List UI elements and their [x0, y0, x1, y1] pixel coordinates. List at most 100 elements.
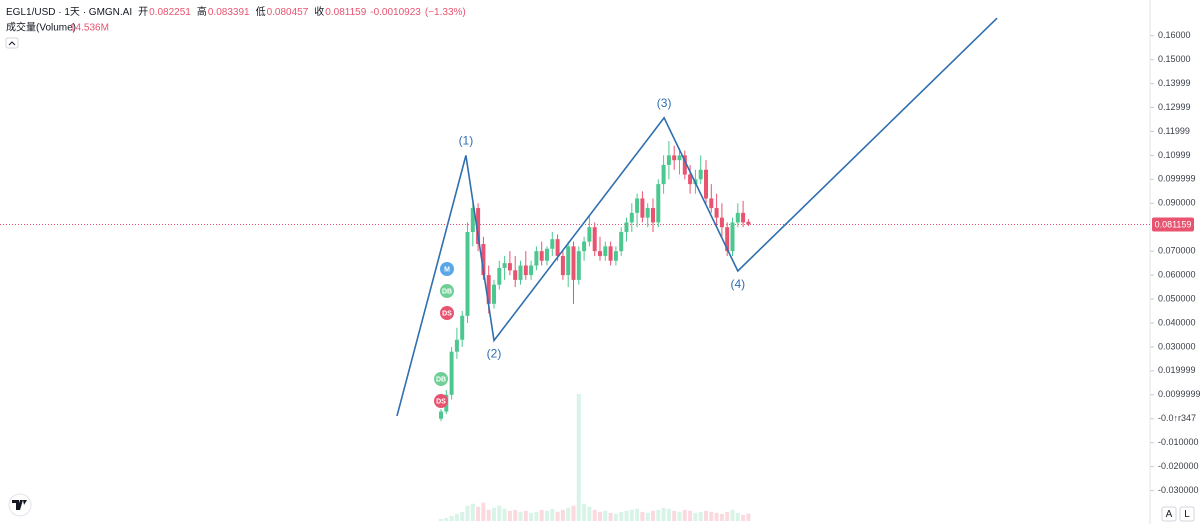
volume-bar — [735, 512, 740, 521]
candle-body — [523, 265, 528, 276]
y-tick-label: 0.090000 — [1158, 198, 1196, 208]
volume-bar — [539, 509, 544, 521]
volume-bar — [449, 515, 454, 521]
signal-badge-label: DB — [442, 288, 452, 295]
y-tick-label: 0.13999 — [1158, 78, 1191, 88]
signal-badge — [434, 372, 448, 386]
collapse-icon — [8, 41, 16, 46]
y-tick-label: 0.050000 — [1158, 293, 1196, 303]
candle-body — [545, 248, 549, 261]
ohlc-label: 低 — [256, 5, 266, 18]
candle-body — [518, 265, 523, 280]
candle-body — [555, 239, 560, 256]
header: EGL1/USD · 1天 · GMGN.AI 开0.082251 高0.08339… — [6, 5, 466, 18]
candle-body — [635, 198, 640, 213]
symbol: EGL1/USD · 1天 · GMGN.AI — [6, 7, 132, 18]
volume-bar — [682, 509, 687, 521]
candle-body — [571, 246, 576, 280]
candle-body — [486, 275, 491, 304]
candle-body — [534, 251, 539, 266]
volume-bar — [719, 513, 724, 521]
volume-bar — [693, 512, 698, 521]
signal-badge — [440, 284, 454, 298]
volume-bar — [439, 518, 443, 521]
volume-bar — [571, 505, 576, 521]
candle-body — [651, 208, 655, 223]
candle-body — [576, 251, 581, 280]
scale-button-label: A — [1166, 509, 1173, 520]
candle-body — [640, 198, 645, 218]
candle-body — [624, 222, 629, 233]
scale-button[interactable] — [1161, 506, 1177, 522]
candle-body — [470, 208, 475, 233]
ohlc-value: 0.080457 — [267, 7, 309, 18]
candle-body — [592, 227, 597, 252]
candle-body — [666, 155, 671, 165]
candle-body — [613, 251, 618, 261]
volume-bar — [603, 510, 608, 521]
volume-bar — [635, 508, 640, 521]
wave-line — [396, 17, 998, 417]
ohlc-label: 开 — [138, 7, 148, 18]
y-tick-label: 0.019999 — [1158, 365, 1196, 375]
candle-body — [741, 212, 746, 223]
volume-bar — [730, 509, 735, 521]
volume-bar — [746, 513, 751, 521]
change: -0.0010923 — [370, 7, 421, 18]
candle-body — [688, 174, 693, 185]
wave-label: (3) — [657, 96, 672, 110]
y-tick-label: 0.15000 — [1158, 54, 1191, 64]
signal-badge-label: M — [444, 266, 450, 273]
volume-bar — [470, 503, 475, 521]
candle-body — [629, 212, 634, 223]
volume-bar — [492, 507, 496, 521]
ohlc-value: 0.082251 — [149, 7, 191, 18]
volume-bar — [704, 510, 708, 521]
y-tick-label: -0.030000 — [1158, 485, 1199, 495]
volume-bar — [454, 513, 459, 521]
volume-bar — [566, 507, 571, 521]
candle-body — [725, 227, 730, 252]
y-tick-label: -0.0↑r347 — [1158, 413, 1196, 423]
candle-body — [608, 246, 613, 261]
volume-bar — [534, 511, 539, 521]
volume-bar — [507, 510, 512, 521]
candle-body — [682, 155, 687, 175]
signal-badge — [440, 262, 454, 276]
y-tick-label: 0.040000 — [1158, 317, 1196, 327]
volume-bar — [645, 512, 650, 521]
volume-bar — [582, 503, 587, 521]
candle-body — [661, 164, 666, 185]
volume-bar — [486, 509, 491, 521]
candle-body — [439, 411, 443, 419]
candle-body — [735, 212, 740, 223]
volume-title: 成交量(Volume) — [6, 21, 76, 34]
y-tick-label: 0.16000 — [1158, 30, 1191, 40]
volume-bar — [741, 514, 746, 521]
candle-body — [481, 243, 486, 276]
volume-bar — [523, 510, 528, 521]
volume-bar — [725, 511, 730, 521]
signal-badge-label: DB — [436, 376, 446, 383]
candle-body — [677, 155, 682, 161]
candle-body — [746, 221, 751, 225]
candle-body — [719, 217, 724, 228]
candle-body — [598, 251, 602, 256]
y-tick-label: -0.020000 — [1158, 461, 1199, 471]
ohlc-value: 0.083391 — [208, 7, 250, 18]
volume-bar — [587, 506, 592, 521]
volume-bar — [709, 511, 714, 521]
volume-bar — [672, 510, 677, 521]
scale-button[interactable] — [1179, 506, 1195, 522]
signal-badge — [434, 394, 448, 408]
candle-body — [449, 351, 454, 395]
ohlc-value: 0.081159 — [325, 7, 366, 18]
volume-bar — [518, 511, 523, 521]
volume-bar — [714, 512, 719, 521]
candle-body — [730, 222, 735, 252]
volume-bar — [465, 505, 470, 521]
volume-bar — [613, 513, 618, 521]
candle-body — [465, 232, 470, 316]
volume-bar — [502, 508, 507, 521]
